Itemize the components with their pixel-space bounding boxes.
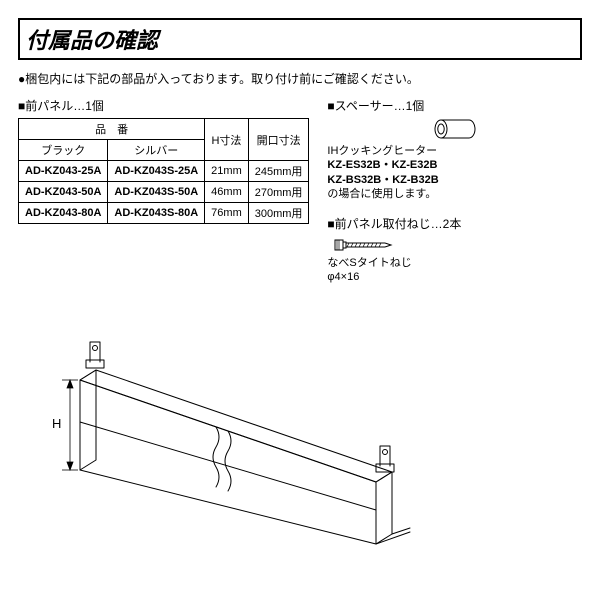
intro-text: ●梱包内には下記の部品が入っております。取り付け前にご確認ください。: [18, 70, 582, 87]
table-header-row-1: 品 番 H寸法 開口寸法: [19, 119, 309, 140]
screw-label1: なべSタイトねじ: [327, 257, 411, 269]
right-column: ■スペーサー…1個 IHクッキングヒーター KZ-ES32B・KZ-E32B K…: [327, 97, 582, 285]
th-group: 品 番: [19, 119, 205, 140]
cell-h: 21mm: [205, 161, 249, 182]
screw-label2: φ4×16: [327, 271, 359, 283]
h-label: H: [52, 416, 61, 431]
spacer-line2: の場合に使用します。: [327, 188, 436, 200]
cell-open: 300mm用: [248, 203, 309, 224]
content-row: ■前パネル…1個 品 番 H寸法 開口寸法 ブラック シルバー AD-KZ043…: [18, 97, 582, 285]
cell-black: AD-KZ043-50A: [19, 182, 108, 203]
spacer-block: ■スペーサー…1個 IHクッキングヒーター KZ-ES32B・KZ-E32B K…: [327, 97, 582, 201]
cell-h: 46mm: [205, 182, 249, 203]
table-row: AD-KZ043-50A AD-KZ043S-50A 46mm 270mm用: [19, 182, 309, 203]
th-silver: シルバー: [108, 140, 205, 161]
table-row: AD-KZ043-80A AD-KZ043S-80A 76mm 300mm用: [19, 203, 309, 224]
th-black: ブラック: [19, 140, 108, 161]
spacer-heading: ■スペーサー…1個: [327, 97, 582, 114]
cell-open: 245mm用: [248, 161, 309, 182]
spacer-models1: KZ-ES32B・KZ-E32B: [327, 159, 437, 171]
panel-heading: ■前パネル…1個: [18, 97, 309, 114]
th-open: 開口寸法: [248, 119, 309, 161]
cell-silver: AD-KZ043S-50A: [108, 182, 205, 203]
spacer-line1: IHクッキングヒーター: [327, 145, 437, 157]
cell-open: 270mm用: [248, 182, 309, 203]
left-column: ■前パネル…1個 品 番 H寸法 開口寸法 ブラック シルバー AD-KZ043…: [18, 97, 309, 285]
spacer-text: IHクッキングヒーター KZ-ES32B・KZ-E32B KZ-BS32B・KZ…: [327, 144, 582, 201]
panel-table: 品 番 H寸法 開口寸法 ブラック シルバー AD-KZ043-25A AD-K…: [18, 118, 309, 224]
screw-icon: [333, 236, 395, 254]
screw-block: ■前パネル取付ねじ…2本 なべSタイトねじ φ4×16: [327, 215, 582, 285]
screw-text: なべSタイトねじ φ4×16: [327, 256, 582, 285]
spacer-models2: KZ-BS32B・KZ-B32B: [327, 174, 438, 186]
cell-silver: AD-KZ043S-80A: [108, 203, 205, 224]
page-title: 付属品の確認: [26, 23, 572, 55]
cell-black: AD-KZ043-25A: [19, 161, 108, 182]
panel-drawing: H: [30, 310, 430, 560]
table-row: AD-KZ043-25A AD-KZ043S-25A 21mm 245mm用: [19, 161, 309, 182]
cell-h: 76mm: [205, 203, 249, 224]
th-h: H寸法: [205, 119, 249, 161]
title-box: 付属品の確認: [18, 18, 582, 60]
spacer-icon: [433, 118, 477, 140]
cell-black: AD-KZ043-80A: [19, 203, 108, 224]
cell-silver: AD-KZ043S-25A: [108, 161, 205, 182]
screw-heading: ■前パネル取付ねじ…2本: [327, 215, 582, 232]
